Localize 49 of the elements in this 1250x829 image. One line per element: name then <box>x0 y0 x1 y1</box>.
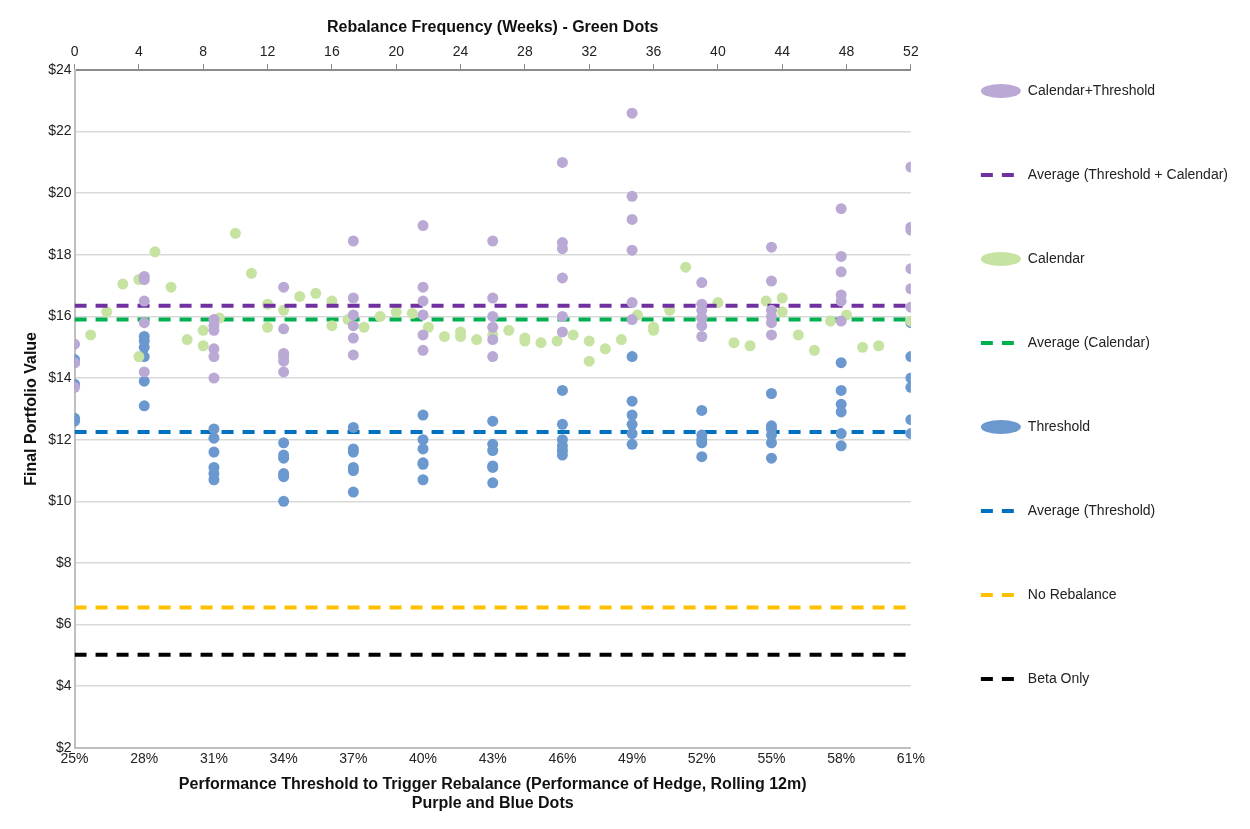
y-tick-label: $16 <box>48 307 72 324</box>
y-tick-label: $10 <box>48 492 72 509</box>
x2-tick-label: 40 <box>710 43 726 60</box>
x-tick-label: 31% <box>199 750 228 767</box>
x2-tick-label: 16 <box>324 43 340 60</box>
x2-tick-label: 4 <box>134 43 143 60</box>
x2-axis-title: Rebalance Frequency (Weeks) - Green Dots <box>327 18 659 36</box>
x2-tick-label: 24 <box>452 43 469 60</box>
legend-label: Average (Threshold) <box>1027 501 1156 518</box>
y-tick-label: $22 <box>48 122 72 139</box>
x2-tick-label: 0 <box>70 43 79 60</box>
x-tick-label: 28% <box>130 750 159 767</box>
x-tick-label: 37% <box>339 750 368 767</box>
x-tick-label: 43% <box>478 750 507 767</box>
x2-tick-label: 48 <box>838 43 855 60</box>
x2-tick-label: 44 <box>774 43 791 60</box>
y-tick-label: $4 <box>55 677 72 694</box>
x-tick-label: 58% <box>827 750 856 767</box>
x2-tick-label: 36 <box>645 43 662 60</box>
x2-tick-label: 8 <box>199 43 208 60</box>
y-tick-label: $18 <box>48 245 72 262</box>
legend-label: Calendar <box>1027 249 1086 266</box>
y-tick-label: $12 <box>48 430 72 447</box>
legend-label: Average (Calendar) <box>1027 333 1150 350</box>
y-tick-label: $8 <box>55 553 72 570</box>
x2-tick-label: 52 <box>903 43 919 60</box>
legend-label: Threshold <box>1027 417 1091 434</box>
x-tick-label: 46% <box>548 750 577 767</box>
y-tick-label: $2 <box>55 738 72 755</box>
x-tick-label: 52% <box>687 750 716 767</box>
x-tick-label: 61% <box>896 750 925 767</box>
x2-tick-label: 28 <box>517 43 533 60</box>
legend-label: Calendar+Threshold <box>1027 81 1156 98</box>
y-axis-title: Final Portfolio Value <box>22 331 40 486</box>
legend-label: Beta Only <box>1027 669 1090 686</box>
legend-label: No Rebalance <box>1027 585 1117 602</box>
x-axis-title: Performance Threshold to Trigger Rebalance (Performance of Hedge, Rolling 12m) Purple and Blue Dots <box>178 774 807 811</box>
x-tick-label: 55% <box>757 750 786 767</box>
x-tick-label: 40% <box>409 750 438 767</box>
y-tick-label: $24 <box>48 60 72 77</box>
x-tick-label: 49% <box>618 750 647 767</box>
x2-tick-label: 32 <box>581 43 598 60</box>
y-tick-label: $20 <box>48 184 72 201</box>
y-tick-label: $6 <box>55 615 72 632</box>
y-tick-label: $14 <box>48 368 72 385</box>
legend-label: Average (Threshold + Calendar) <box>1027 165 1229 182</box>
x2-tick-label: 12 <box>259 43 276 60</box>
x2-tick-label: 20 <box>388 43 405 60</box>
x-tick-label: 34% <box>269 750 298 767</box>
